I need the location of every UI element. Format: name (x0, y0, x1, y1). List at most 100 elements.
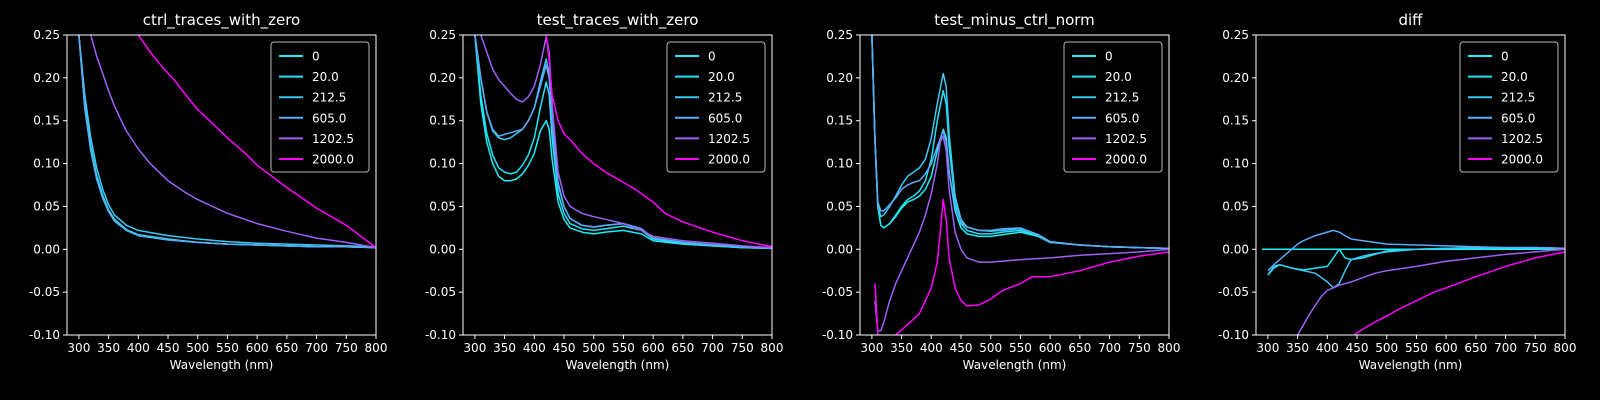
legend-label: 2000.0 (1105, 153, 1147, 167)
x-tick-label: 300 (67, 341, 90, 355)
y-tick-label: -0.10 (29, 328, 60, 342)
series-line-3 (1267, 229, 1565, 272)
x-tick-label: 500 (979, 341, 1002, 355)
legend-label: 212.5 (1501, 91, 1535, 105)
x-tick-label: 450 (1346, 341, 1369, 355)
y-tick-label: 0.25 (826, 28, 853, 42)
y-tick-label: 0.15 (1222, 114, 1249, 128)
legend-label: 2000.0 (708, 153, 750, 167)
y-tick-label: 0.15 (33, 114, 60, 128)
legend-label: 605.0 (1105, 111, 1139, 125)
axes-frame (859, 34, 1170, 336)
legend-label: 20.0 (1501, 70, 1528, 84)
series-line-1 (474, 35, 772, 250)
series-line-0 (474, 35, 772, 250)
y-tick-label: -0.10 (822, 328, 853, 342)
x-axis-label: Wavelength (nm) (963, 358, 1067, 372)
legend-label: 605.0 (312, 111, 346, 125)
chart-title: ctrl_traces_with_zero (143, 11, 300, 30)
x-tick-label: 450 (553, 341, 576, 355)
series-group (1261, 229, 1565, 335)
legend-label: 20.0 (312, 70, 339, 84)
y-tick-label: 0.10 (826, 157, 853, 171)
x-tick-label: 800 (365, 341, 388, 355)
y-tick-label: 0.20 (826, 71, 853, 85)
x-tick-label: 400 (1316, 341, 1339, 355)
y-tick-label: 0.25 (1222, 28, 1249, 42)
x-tick-label: 700 (1098, 341, 1121, 355)
x-axis-label: Wavelength (nm) (1359, 358, 1463, 372)
x-axis-label: Wavelength (nm) (170, 358, 274, 372)
legend-label: 212.5 (1105, 91, 1139, 105)
legend-label: 0 (1105, 50, 1113, 64)
legend-box (1459, 41, 1559, 173)
series-line-4 (874, 135, 1169, 332)
legend-label: 212.5 (708, 91, 742, 105)
legend-box (270, 41, 370, 173)
legend-label: 212.5 (312, 91, 346, 105)
legend-label: 1202.5 (708, 132, 750, 146)
y-tick-label: 0.10 (33, 157, 60, 171)
chart-title: test_traces_with_zero (537, 11, 699, 30)
legend-box (666, 41, 766, 173)
x-tick-label: 450 (157, 341, 180, 355)
x-tick-label: 650 (671, 341, 694, 355)
series-line-3 (78, 35, 376, 249)
legend-label: 2000.0 (1501, 153, 1543, 167)
x-tick-label: 350 (493, 341, 516, 355)
y-tick-label: -0.05 (29, 285, 60, 299)
x-tick-label: 750 (1524, 341, 1547, 355)
y-tick-label: 0.20 (1222, 71, 1249, 85)
series-group (78, 35, 376, 249)
x-tick-label: 800 (761, 341, 784, 355)
chart-title: diff (1398, 11, 1423, 29)
x-tick-label: 300 (1256, 341, 1279, 355)
y-tick-label: -0.05 (822, 285, 853, 299)
x-tick-label: 400 (127, 341, 150, 355)
x-tick-label: 700 (305, 341, 328, 355)
y-tick-label: -0.05 (425, 285, 456, 299)
y-tick-label: 0.25 (33, 28, 60, 42)
series-group (871, 35, 1169, 335)
y-tick-label: 0.00 (33, 242, 60, 256)
x-tick-label: 400 (523, 341, 546, 355)
x-tick-label: 300 (860, 341, 883, 355)
x-tick-label: 650 (275, 341, 298, 355)
x-tick-label: 350 (1286, 341, 1309, 355)
y-tick-label: 0.05 (1222, 199, 1249, 213)
x-tick-label: 700 (1494, 341, 1517, 355)
y-tick-label: 0.10 (429, 157, 456, 171)
x-tick-label: 600 (246, 341, 269, 355)
legend-box (1063, 41, 1163, 173)
series-line-4 (480, 35, 772, 249)
y-tick-label: 0.15 (826, 114, 853, 128)
chart-panel-1: 300 350 400 450 500 550 600 650 700 750 800 -0.10 -0… (29, 11, 388, 372)
series-line-2 (1267, 246, 1565, 289)
legend-label: 2000.0 (312, 153, 354, 167)
y-tick-label: -0.05 (1218, 285, 1249, 299)
legend-label: 0 (708, 50, 716, 64)
chart-panel-2: 300 350 400 450 500 550 600 650 700 750 800 -0.10 -0… (425, 11, 784, 372)
legend-label: 0 (312, 50, 320, 64)
x-tick-label: 450 (950, 341, 973, 355)
series-line-4 (90, 35, 376, 249)
x-tick-label: 650 (1464, 341, 1487, 355)
legend: 0 20.0 212.5 605.0 1202.5 2000.0 (1063, 41, 1163, 173)
series-line-5 (137, 35, 376, 249)
series-line-5 (1353, 251, 1565, 335)
x-tick-label: 750 (1128, 341, 1151, 355)
x-tick-label: 700 (701, 341, 724, 355)
y-tick-label: 0.05 (429, 199, 456, 213)
y-tick-label: 0.00 (429, 242, 456, 256)
legend: 0 20.0 212.5 605.0 1202.5 2000.0 (1459, 41, 1559, 173)
y-tick-label: 0.05 (826, 199, 853, 213)
axes-frame (66, 34, 377, 336)
x-tick-label: 650 (1068, 341, 1091, 355)
series-line-4 (1296, 248, 1565, 335)
y-tick-label: 0.00 (1222, 242, 1249, 256)
chart-title: test_minus_ctrl_norm (934, 11, 1095, 30)
axes-frame (462, 34, 773, 336)
x-tick-label: 550 (1009, 341, 1032, 355)
y-tick-label: 0.20 (429, 71, 456, 85)
y-tick-label: 0.15 (429, 114, 456, 128)
